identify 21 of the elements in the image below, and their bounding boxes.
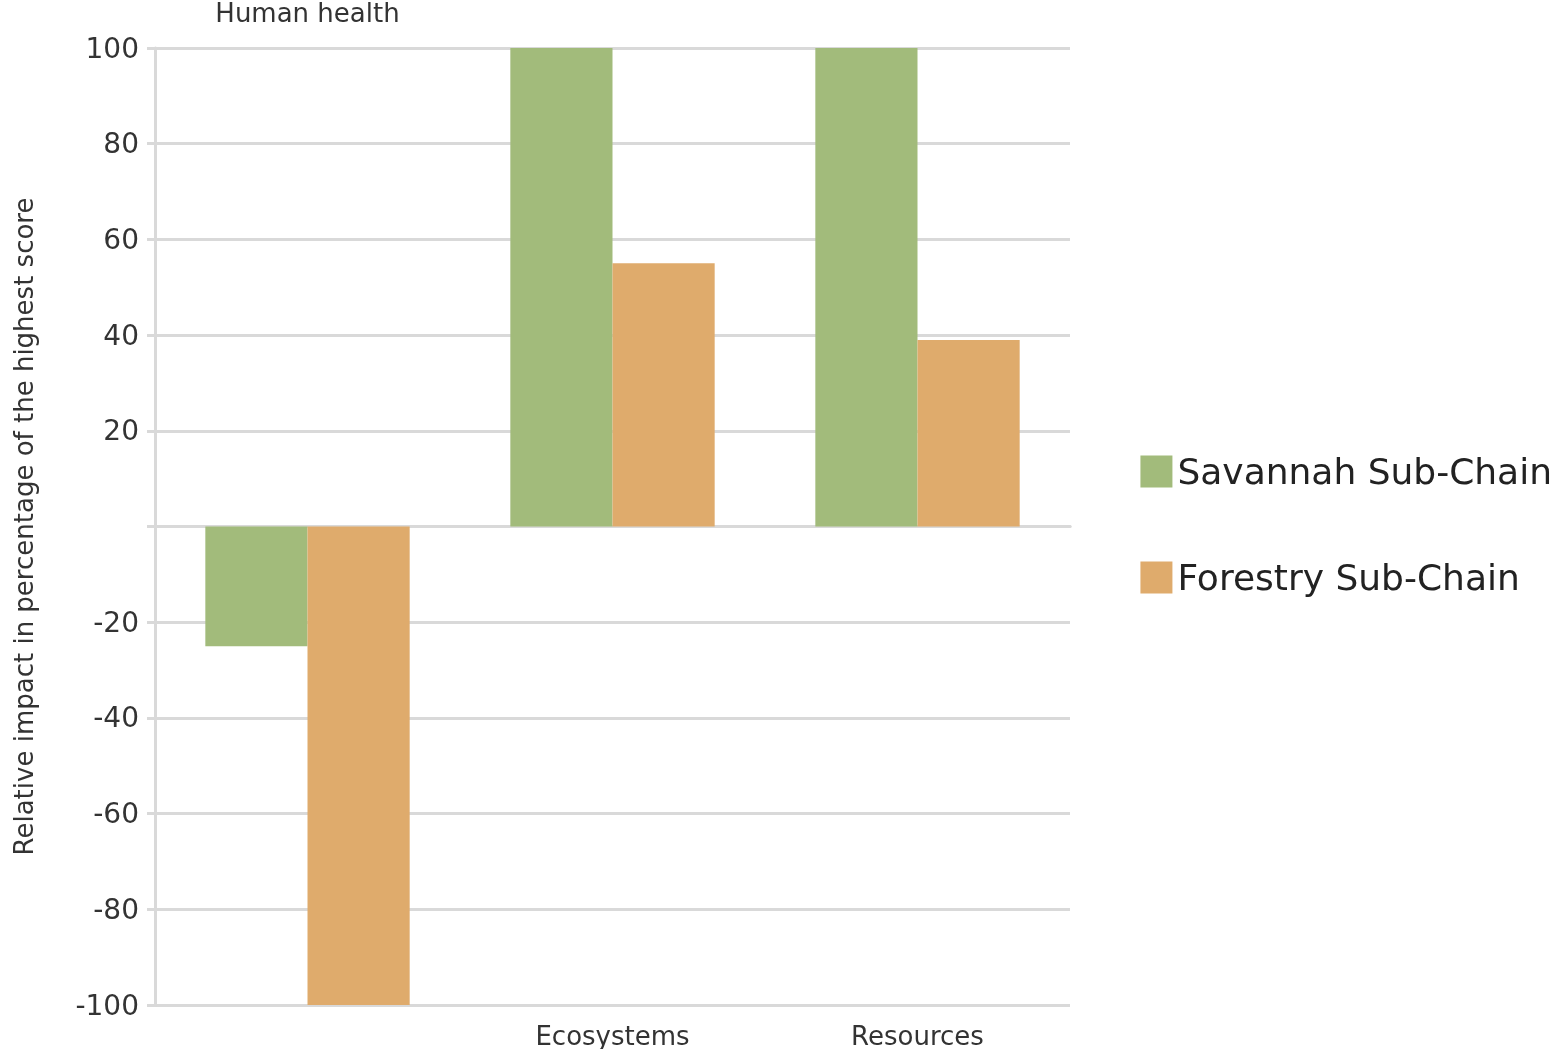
bar (612, 263, 715, 527)
bar (205, 526, 308, 647)
bar (510, 48, 613, 527)
bar (307, 526, 410, 1005)
legend-label: Forestry Sub-Chain (1177, 557, 1520, 598)
y-tick-label: 80 (103, 127, 139, 161)
legend-label: Savannah Sub-Chain (1177, 451, 1553, 492)
y-tick-label: -40 (93, 701, 139, 735)
y-tick-label: -20 (93, 605, 139, 639)
y-tick-label: 60 (103, 222, 139, 256)
y-tick-label: -100 (75, 988, 139, 1022)
bar (815, 48, 918, 527)
bar (917, 339, 1020, 527)
x-tick-label: Human health (215, 0, 400, 28)
y-tick-label: -60 (93, 797, 139, 831)
y-tick-label: 100 (85, 31, 139, 65)
y-tick-label: 40 (103, 318, 139, 352)
y-tick-label: 20 (103, 414, 139, 448)
y-tick-label: -80 (93, 892, 139, 926)
y-axis-title: Relative impact in percentage of the highest score (9, 197, 39, 856)
x-tick-label: Resources (851, 1021, 984, 1049)
